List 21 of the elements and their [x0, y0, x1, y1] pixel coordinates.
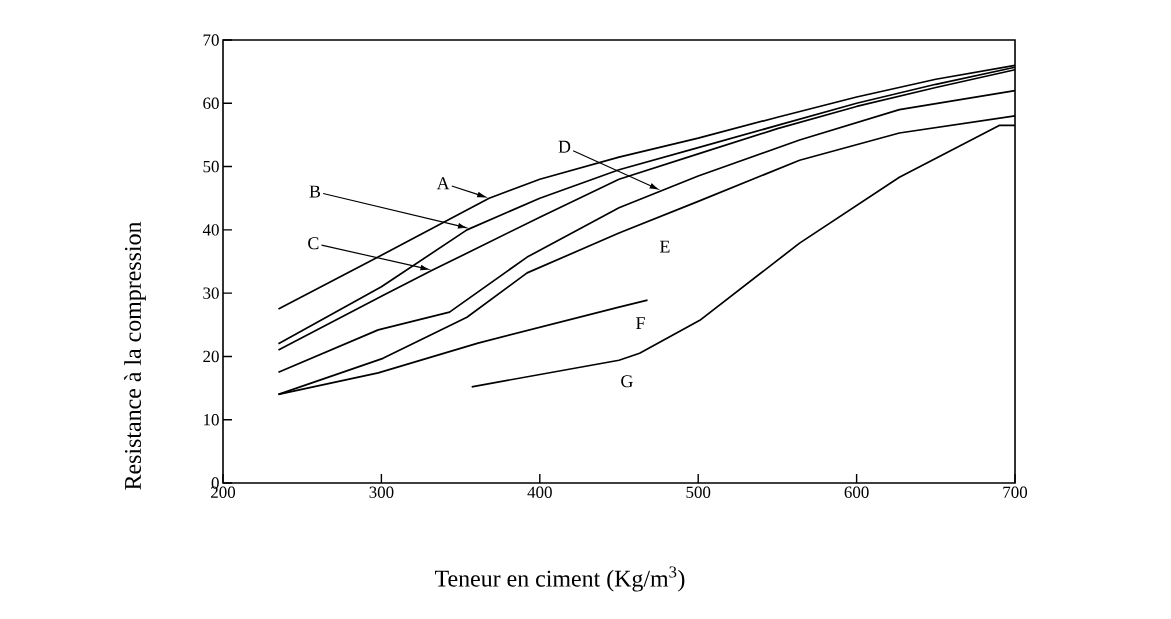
- series-label: F: [636, 317, 645, 329]
- y-tick-label: 20: [203, 350, 219, 363]
- annotation: B: [309, 185, 321, 198]
- y-axis-title: Resistance à la compression: [124, 221, 146, 490]
- y-tick-label: 50: [203, 160, 219, 173]
- annotation: D: [558, 140, 571, 153]
- y-tick-label: 70: [203, 34, 219, 46]
- series-label: E: [659, 240, 670, 253]
- x-axis-title: Teneur en ciment (Kg/m$^{3}$): [435, 566, 685, 592]
- x-tick-label: 400: [527, 486, 552, 498]
- x-tick-label: 600: [844, 486, 869, 498]
- y-tick-label: 10: [204, 414, 219, 426]
- x-tick-label: 700: [1003, 486, 1028, 498]
- x-tick-label: 300: [369, 486, 394, 498]
- annotation: C: [308, 237, 319, 250]
- y-tick-label: 40: [202, 224, 219, 236]
- series-label: G: [621, 375, 633, 388]
- y-tick-label: 60: [203, 97, 219, 109]
- annotation: A: [436, 177, 450, 190]
- x-tick-label: 500: [686, 486, 711, 498]
- y-tick-label: 30: [203, 287, 219, 299]
